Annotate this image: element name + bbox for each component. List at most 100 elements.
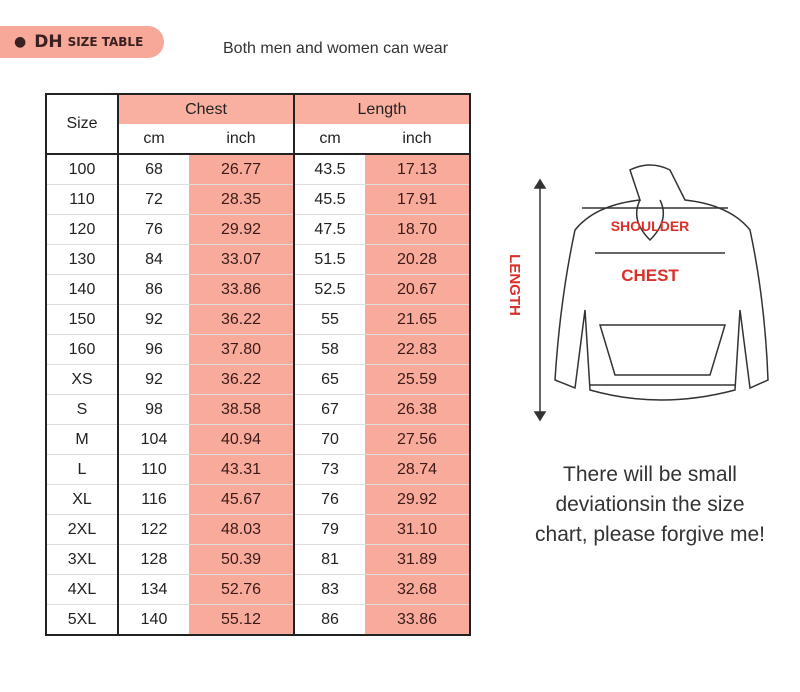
length-cm-cell: 86 bbox=[294, 604, 365, 636]
table-row: 130 84 33.07 51.5 20.28 bbox=[46, 244, 470, 275]
chest-label: CHEST bbox=[621, 266, 679, 285]
chest-header: Chest bbox=[118, 94, 295, 124]
chest-inch-cell: 43.31 bbox=[189, 454, 295, 485]
note-line: There will be small bbox=[563, 463, 737, 486]
length-cm-cell: 76 bbox=[294, 484, 365, 515]
length-cm-cell: 58 bbox=[294, 334, 365, 365]
length-inch-cell: 26.38 bbox=[365, 394, 470, 425]
table-row: 2XL 122 48.03 79 31.10 bbox=[46, 514, 470, 545]
deviation-note: There will be small deviationsin the siz… bbox=[520, 460, 780, 550]
length-header: Length bbox=[294, 94, 470, 124]
size-cell: 110 bbox=[46, 184, 119, 215]
size-cell: 4XL bbox=[46, 574, 119, 605]
bullet-icon: ● bbox=[14, 34, 27, 50]
length-inch-cell: 29.92 bbox=[365, 484, 470, 515]
chest-inch-cell: 52.76 bbox=[189, 574, 295, 605]
size-cell: 150 bbox=[46, 304, 119, 335]
length-cm-cell: 83 bbox=[294, 574, 365, 605]
chest-inch-cell: 29.92 bbox=[189, 214, 295, 245]
hoodie-diagram: SHOULDER CHEST LENGTH bbox=[506, 164, 769, 422]
size-table-badge: ● DH SIZE TABLE bbox=[0, 26, 164, 58]
chest-inch-cell: 50.39 bbox=[189, 544, 295, 575]
size-cell: 160 bbox=[46, 334, 119, 365]
size-cell: 120 bbox=[46, 214, 119, 245]
length-cm-cell: 52.5 bbox=[294, 274, 365, 305]
brand: DH bbox=[34, 32, 63, 52]
table-row: 150 92 36.22 55 21.65 bbox=[46, 304, 470, 335]
size-cell: L bbox=[46, 454, 119, 485]
chest-inch-header: inch bbox=[189, 124, 295, 155]
table-row: XS 92 36.22 65 25.59 bbox=[46, 364, 470, 395]
chest-cm-cell: 92 bbox=[118, 304, 189, 335]
table-row: XL 116 45.67 76 29.92 bbox=[46, 484, 470, 515]
table-row: 4XL 134 52.76 83 32.68 bbox=[46, 574, 470, 605]
chest-inch-cell: 55.12 bbox=[189, 604, 295, 636]
table-row: L 110 43.31 73 28.74 bbox=[46, 454, 470, 485]
table-row: 160 96 37.80 58 22.83 bbox=[46, 334, 470, 365]
chest-cm-cell: 92 bbox=[118, 364, 189, 395]
table-row: 120 76 29.92 47.5 18.70 bbox=[46, 214, 470, 245]
length-inch-cell: 27.56 bbox=[365, 424, 470, 455]
table-row: S 98 38.58 67 26.38 bbox=[46, 394, 470, 425]
chest-cm-cell: 76 bbox=[118, 214, 189, 245]
shoulder-label: SHOULDER bbox=[611, 218, 690, 234]
length-cm-cell: 45.5 bbox=[294, 184, 365, 215]
size-cell: S bbox=[46, 394, 119, 425]
chest-cm-cell: 122 bbox=[118, 514, 189, 545]
chest-inch-cell: 26.77 bbox=[189, 154, 295, 185]
chest-inch-cell: 36.22 bbox=[189, 304, 295, 335]
length-inch-cell: 33.86 bbox=[365, 604, 470, 636]
table-row: 100 68 26.77 43.5 17.13 bbox=[46, 154, 470, 185]
length-inch-cell: 20.67 bbox=[365, 274, 470, 305]
length-inch-cell: 32.68 bbox=[365, 574, 470, 605]
length-cm-cell: 65 bbox=[294, 364, 365, 395]
length-cm-cell: 81 bbox=[294, 544, 365, 575]
subtitle: Both men and women can wear bbox=[223, 40, 449, 57]
chest-cm-cell: 72 bbox=[118, 184, 189, 215]
size-cell: 2XL bbox=[46, 514, 119, 545]
chest-cm-cell: 134 bbox=[118, 574, 189, 605]
size-cell: XS bbox=[46, 364, 119, 395]
size-cell: 5XL bbox=[46, 604, 119, 636]
table-row: 5XL 140 55.12 86 33.86 bbox=[46, 604, 470, 636]
chest-cm-header: cm bbox=[118, 124, 189, 155]
chest-inch-cell: 37.80 bbox=[189, 334, 295, 365]
size-table: Size Chest Length cm inch cm inch 100 68 2… bbox=[45, 93, 471, 636]
chest-cm-cell: 68 bbox=[118, 154, 189, 185]
chest-inch-cell: 38.58 bbox=[189, 394, 295, 425]
chest-cm-cell: 96 bbox=[118, 334, 189, 365]
chest-inch-cell: 33.07 bbox=[189, 244, 295, 275]
table-row: 110 72 28.35 45.5 17.91 bbox=[46, 184, 470, 215]
chest-inch-cell: 40.94 bbox=[189, 424, 295, 455]
chest-cm-cell: 140 bbox=[118, 604, 189, 636]
length-inch-cell: 20.28 bbox=[365, 244, 470, 275]
table-row: 3XL 128 50.39 81 31.89 bbox=[46, 544, 470, 575]
size-cell: 130 bbox=[46, 244, 119, 275]
note-line: chart, please forgive me! bbox=[535, 523, 765, 546]
length-inch-cell: 31.89 bbox=[365, 544, 470, 575]
length-inch-cell: 21.65 bbox=[365, 304, 470, 335]
size-cell: XL bbox=[46, 484, 119, 515]
chest-inch-cell: 36.22 bbox=[189, 364, 295, 395]
length-inch-cell: 25.59 bbox=[365, 364, 470, 395]
table-row: 140 86 33.86 52.5 20.67 bbox=[46, 274, 470, 305]
length-inch-cell: 18.70 bbox=[365, 214, 470, 245]
length-cm-cell: 55 bbox=[294, 304, 365, 335]
length-inch-cell: 17.13 bbox=[365, 154, 470, 185]
length-label: LENGTH bbox=[506, 254, 523, 316]
note-line: deviationsin the size bbox=[555, 493, 745, 516]
size-header: Size bbox=[46, 94, 119, 155]
length-inch-cell: 17.91 bbox=[365, 184, 470, 215]
length-cm-cell: 79 bbox=[294, 514, 365, 545]
length-cm-cell: 70 bbox=[294, 424, 365, 455]
length-cm-cell: 73 bbox=[294, 454, 365, 485]
chest-cm-cell: 104 bbox=[118, 424, 189, 455]
chest-cm-cell: 116 bbox=[118, 484, 189, 515]
size-cell: 100 bbox=[46, 154, 119, 185]
size-cell: 3XL bbox=[46, 544, 119, 575]
length-cm-header: cm bbox=[294, 124, 365, 155]
chest-cm-cell: 84 bbox=[118, 244, 189, 275]
chest-cm-cell: 86 bbox=[118, 274, 189, 305]
length-cm-cell: 47.5 bbox=[294, 214, 365, 245]
badge-label: SIZE TABLE bbox=[67, 35, 144, 49]
